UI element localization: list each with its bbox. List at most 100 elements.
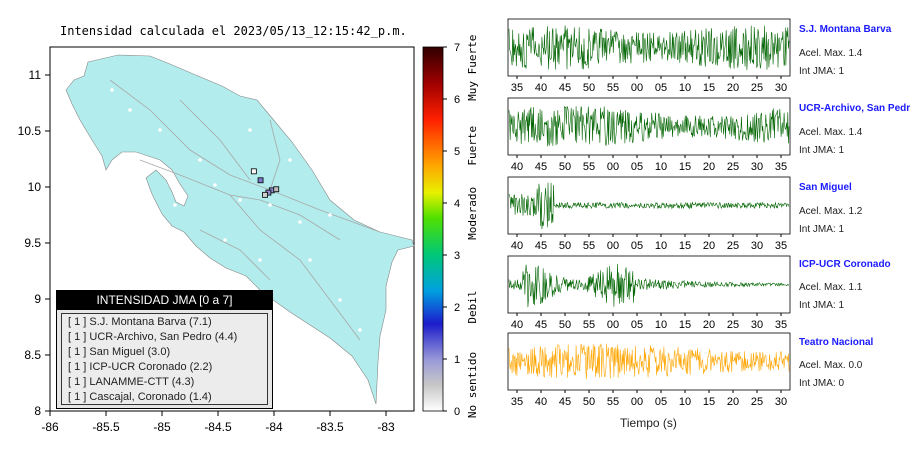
seismogram-trace [508,263,790,308]
seismogram-panels: 35 40 45 50 55 00 05 10 15 20 25 30 40 45 50 55 00 05 10 15… [507,18,791,408]
seismogram-tick-label: 40 [511,161,523,173]
seismogram-tick-label: 55 [583,240,595,252]
seismogram-tick-label: 25 [727,240,739,252]
legend-row: [ 1 ] San Miguel (3.0) [68,346,171,358]
colorbar-tick-label: 6 [454,94,460,106]
seismogram-tick-label: 15 [703,396,715,408]
station-marker [262,191,268,198]
seismogram-frame [507,97,791,156]
seismogram-tick-label: 15 [679,161,691,173]
seismogram-tick-label: 10 [679,396,691,408]
y-tick-label: 9.5 [24,236,41,250]
station-name: Teatro Nacional [799,337,874,348]
seismogram-tick-label: 40 [535,396,547,408]
colorbar-label: Muy Fuerte [466,35,479,101]
seismogram-tick-label: 05 [655,396,667,408]
colorbar-tick-label: 4 [454,198,460,210]
seismogram-trace [508,106,790,147]
seismogram-tick-label: 10 [655,161,667,173]
seismogram-tick-label: 20 [703,161,715,173]
seismogram-tick-label: 50 [583,396,595,408]
seismogram-tick-label: 35 [775,319,787,331]
seismogram-tick-label: 55 [607,82,619,94]
x-tick-label: -86 [41,420,59,434]
seismogram-tick-label: 35 [775,240,787,252]
seismogram-tick-label: 25 [751,82,763,94]
seismogram-tick-label: 45 [559,396,571,408]
y-tick-label: 11 [29,68,42,82]
colorbar-label: Fuerte [466,126,479,166]
x-tick-label: -84 [265,420,283,434]
station-jma: Int JMA: 1 [799,145,845,156]
station-jma: Int JMA: 0 [799,378,845,389]
colorbar-label: Debil [466,290,479,323]
legend: INTENSIDAD JMA [0 a 7] [ 1 ] S.J. Montan… [56,290,273,409]
seismogram-tick-label: 05 [631,319,643,331]
seismogram-tick-label: 45 [535,240,547,252]
colorbar-label: Moderado [466,187,479,240]
x-axis-label: Tiempo (s) [620,416,677,430]
legend-row: [ 1 ] S.J. Montana Barva (7.1) [68,316,212,328]
seismogram-tick-label: 55 [583,319,595,331]
station-name: S.J. Montana Barva [799,24,892,35]
seismogram-tick-label: 25 [751,396,763,408]
seismogram-tick-label: 40 [535,82,547,94]
seismogram-tick-label: 40 [511,240,523,252]
seismogram-tick-label: 15 [703,82,715,94]
colorbar-labels: No sentido Debil Moderado Fuerte Muy Fuerte [466,35,479,418]
map-land [65,54,415,405]
station-acel: Acel. Max. 0.0 [799,360,863,371]
station-name: ICP-UCR Coronado [799,259,891,270]
seismogram-tick-label: 10 [655,319,667,331]
y-tick-label: 10.5 [18,124,42,138]
station-acel: Acel. Max. 1.4 [799,127,863,138]
seismogram-tick-label: 50 [559,161,571,173]
seismogram-tick-label: 25 [727,161,739,173]
x-tick-label: -84.5 [204,420,232,434]
seismogram-tick-label: 35 [775,161,787,173]
seismogram-tick-label: 10 [655,240,667,252]
station-jma: Int JMA: 1 [799,300,845,311]
colorbar-tick-label: 3 [454,250,460,262]
seismogram-tick-label: 35 [511,82,523,94]
seismogram-tick-label: 30 [751,240,763,252]
station-acel: Acel. Max. 1.4 [799,48,863,59]
y-tick-label: 8.5 [24,348,41,362]
legend-row: [ 1 ] LANAMME-CTT (4.3) [68,376,195,388]
y-tick-label: 10 [28,180,42,194]
seismogram-tick-label: 05 [631,161,643,173]
colorbar-label: No sentido [466,352,479,418]
colorbar-ticks: 0 1 2 3 4 5 6 7 [443,42,460,418]
seismogram-tick-label: 05 [631,240,643,252]
towns [110,88,362,332]
seismogram-tick-label: 30 [775,396,787,408]
colorbar-tick-label: 5 [454,146,460,158]
seismogram-tick-label: 00 [607,161,619,173]
station-marker [257,177,264,184]
x-tick-label: -85.5 [92,420,120,434]
station-name: San Miguel [799,182,852,193]
seismogram-trace [508,25,790,71]
seismogram-tick-label: 10 [679,82,691,94]
seismogram-tick-label: 40 [511,319,523,331]
station-jma: Int JMA: 1 [799,224,845,235]
x-tick-label: -85 [153,420,171,434]
legend-row: [ 1 ] UCR-Archivo, San Pedro (4.4) [68,331,238,343]
seismogram-tick-label: 50 [559,240,571,252]
station-jma: Int JMA: 1 [799,66,845,77]
seismogram-trace [508,343,790,380]
seismogram-tick-label: 15 [679,319,691,331]
seismogram-tick-label: 20 [703,319,715,331]
seismogram-tick-label: 15 [679,240,691,252]
seismogram-tick-label: 20 [727,396,739,408]
legend-row: [ 1 ] ICP-UCR Coronado (2.2) [68,361,213,373]
seismogram-tick-label: 50 [559,319,571,331]
station-acel: Acel. Max. 1.1 [799,282,863,293]
x-tick-label: -83 [377,420,395,434]
seismogram-tick-label: 20 [703,240,715,252]
roads [109,79,381,341]
y-tick-label: 9 [34,292,41,306]
colorbar [422,46,444,412]
colorbar-tick-label: 0 [454,406,460,418]
